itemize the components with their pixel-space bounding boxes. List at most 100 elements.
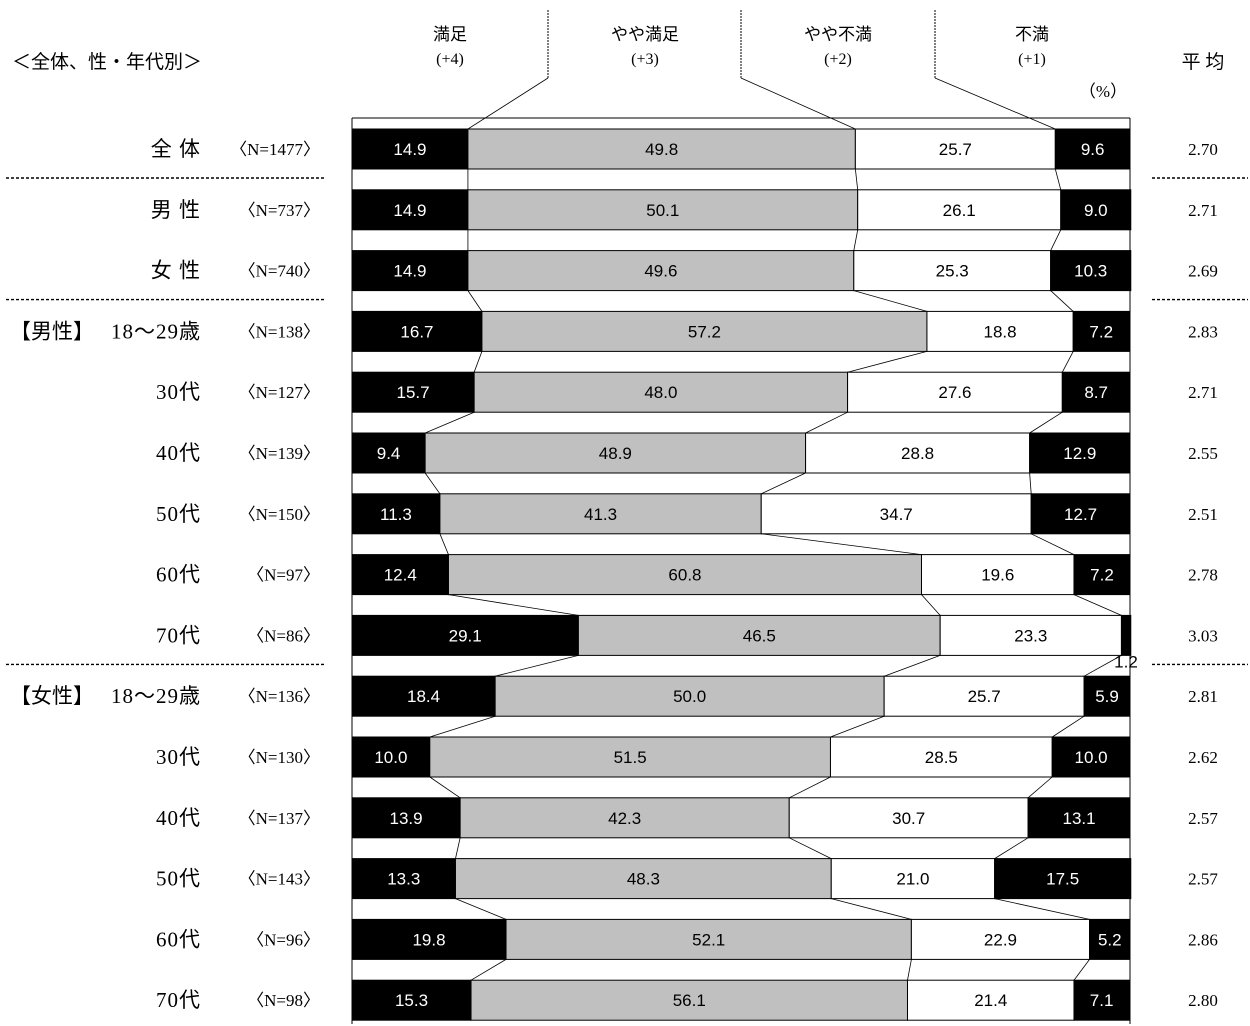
connector-line xyxy=(761,533,922,555)
data-label: 10.0 xyxy=(1075,748,1108,767)
data-label: 7.2 xyxy=(1090,566,1114,585)
data-label: 14.9 xyxy=(393,140,426,159)
bar-row: 11.3 41.3 34.7 12.7 xyxy=(351,493,1131,535)
data-label: 23.3 xyxy=(1014,626,1047,645)
connector-line xyxy=(429,715,496,738)
connector-line xyxy=(1083,655,1122,677)
bar-row: 14.9 50.1 26.1 9.0 xyxy=(351,189,1132,231)
bar-segment xyxy=(853,250,1052,292)
bar-segment xyxy=(351,250,469,292)
bar-segment xyxy=(920,554,1075,596)
bar-segment xyxy=(439,493,762,535)
connector-line xyxy=(455,898,507,920)
connector-line xyxy=(1029,411,1063,434)
data-label: 29.1 xyxy=(449,626,482,645)
data-label: 14.9 xyxy=(393,201,426,220)
row-sample-size: 〈N=737〉 xyxy=(239,201,320,220)
legend-series-name: やや不満 xyxy=(804,25,872,44)
legend: 満足 (+4) やや満足 (+3) やや不満 (+2) 不満 (+1) xyxy=(433,10,1056,130)
segment-connectors xyxy=(424,168,1122,981)
legend-pointer-line xyxy=(934,77,1056,130)
unit-label: （%） xyxy=(1079,82,1127,101)
bar-segment xyxy=(351,614,579,656)
data-label: 52.1 xyxy=(692,930,725,949)
bar-segment xyxy=(1029,432,1131,474)
connector-line xyxy=(830,715,885,738)
row-group-label: 【女性】 xyxy=(10,684,94,708)
row-label: 70代 xyxy=(156,623,201,647)
bar-segment xyxy=(1060,189,1132,231)
row-average: 2.69 xyxy=(1188,262,1218,281)
legend-series-name: 満足 xyxy=(433,25,467,44)
row-sample-size: 〈N=130〉 xyxy=(239,748,320,767)
bars: 14.9 49.8 25.7 9.6 14.9 50.1 26.1 9.0 14.9 49.6 25… xyxy=(351,117,1138,1024)
row-label: 50代 xyxy=(156,502,201,526)
data-label: 7.1 xyxy=(1090,991,1114,1010)
data-label: 12.7 xyxy=(1064,505,1097,524)
bar-segment xyxy=(351,979,472,1021)
bar-segment xyxy=(1051,736,1131,778)
data-label: 13.1 xyxy=(1062,809,1095,828)
connector-line xyxy=(854,168,859,190)
bar-segment xyxy=(351,189,469,231)
bar-segment xyxy=(1083,675,1131,717)
bar-segment xyxy=(1072,310,1130,352)
legend-series-score: (+2) xyxy=(824,51,852,68)
bar-segment xyxy=(351,371,475,413)
row-label: 18～29歳 xyxy=(111,684,201,708)
data-label: 13.9 xyxy=(390,809,423,828)
row-label: 60代 xyxy=(156,563,201,587)
row-label: 女 性 xyxy=(151,259,201,283)
bar-segment xyxy=(1050,250,1132,292)
data-label: 17.5 xyxy=(1046,870,1079,889)
bar-row: 14.9 49.6 25.3 10.3 xyxy=(351,250,1132,292)
bar-segment xyxy=(1073,979,1130,1021)
data-label: 15.7 xyxy=(397,383,430,402)
legend-series-score: (+1) xyxy=(1018,51,1046,68)
data-label: 48.9 xyxy=(599,444,632,463)
data-label: 28.5 xyxy=(925,748,958,767)
data-label: 16.7 xyxy=(400,322,433,341)
data-label: 51.5 xyxy=(614,748,647,767)
data-label: 50.1 xyxy=(646,201,679,220)
row-sample-size: 〈N=98〉 xyxy=(247,991,320,1010)
bar-segment xyxy=(351,554,449,596)
row-sample-size: 〈N=740〉 xyxy=(239,262,320,281)
bar-segment xyxy=(429,736,831,778)
data-label: 18.8 xyxy=(984,322,1017,341)
legend-series-score: (+4) xyxy=(436,51,464,68)
bar-row: 9.4 48.9 28.8 12.9 xyxy=(351,432,1131,474)
data-label: 8.7 xyxy=(1084,383,1108,402)
connector-line xyxy=(467,290,483,312)
row-average: 2.55 xyxy=(1188,444,1218,463)
bar-segment xyxy=(351,797,461,839)
data-label: 19.8 xyxy=(412,930,445,949)
bar-segment xyxy=(857,189,1062,231)
data-label: 34.7 xyxy=(880,505,913,524)
bar-segment xyxy=(1027,797,1131,839)
row-average: 2.83 xyxy=(1188,322,1218,341)
data-label: 11.3 xyxy=(380,505,412,524)
data-label: 27.6 xyxy=(938,383,971,402)
connector-line xyxy=(1054,168,1062,190)
connector-line xyxy=(470,959,507,981)
row-average: 3.03 xyxy=(1188,626,1218,645)
row-average: 2.78 xyxy=(1188,566,1218,585)
connector-line xyxy=(1050,290,1074,312)
row-sample-size: 〈N=143〉 xyxy=(239,870,320,889)
bar-segment xyxy=(939,614,1122,656)
data-label: 41.3 xyxy=(584,505,617,524)
row-average: 2.51 xyxy=(1188,505,1218,524)
connector-line xyxy=(907,959,912,981)
connector-line xyxy=(1050,229,1062,251)
bar-segment xyxy=(1120,614,1132,656)
connector-line xyxy=(921,594,941,616)
bar-segment xyxy=(467,189,859,231)
connector-line xyxy=(761,472,806,495)
bar-segment xyxy=(926,310,1074,352)
row-label: 30代 xyxy=(156,745,201,769)
connector-line xyxy=(1027,776,1053,799)
bar-segment xyxy=(351,858,456,900)
data-label: 26.1 xyxy=(943,201,976,220)
